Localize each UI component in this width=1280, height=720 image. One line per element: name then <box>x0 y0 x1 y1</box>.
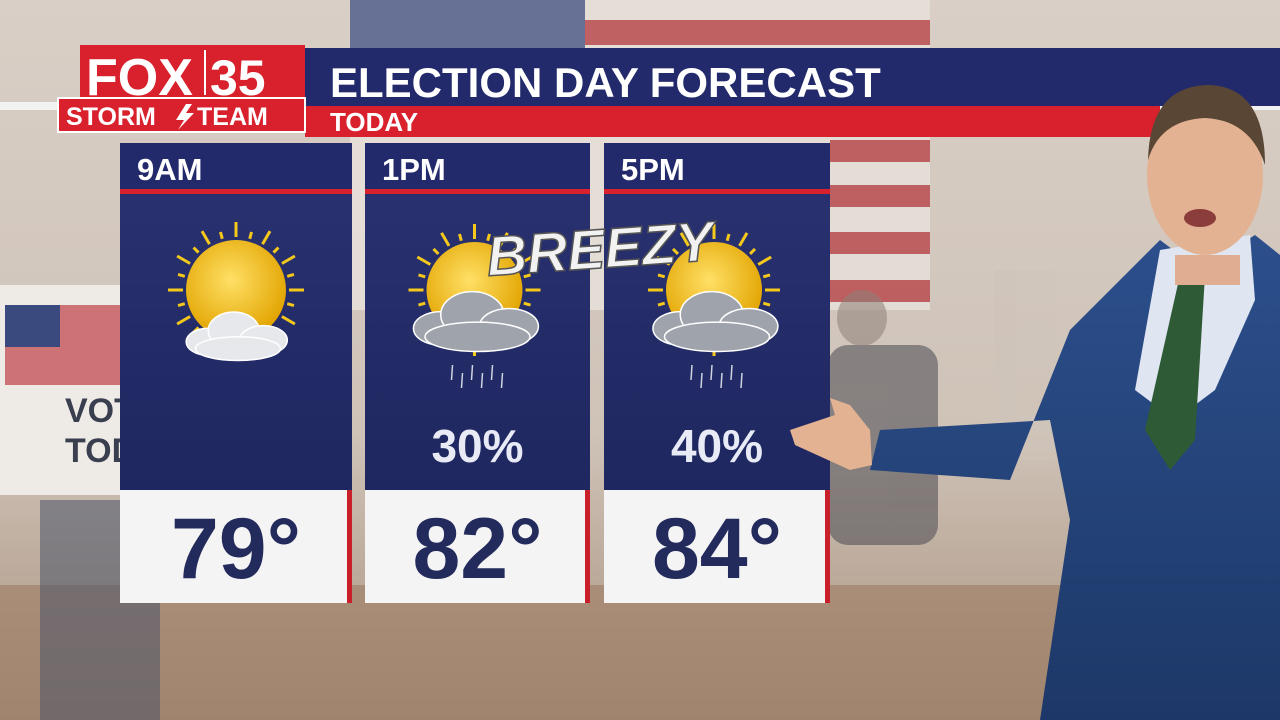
temp-box <box>365 490 590 603</box>
temperature: 79° <box>171 501 301 597</box>
temp-edge <box>347 490 352 603</box>
title: ELECTION DAY FORECAST <box>330 59 881 106</box>
title-bar <box>305 48 1280 106</box>
sun-ray <box>671 247 679 255</box>
cloud <box>663 321 771 353</box>
sun-ray <box>762 273 771 279</box>
rain <box>720 372 723 389</box>
sun-ray <box>281 254 296 265</box>
forecast-panel: 5PM 40% 84° <box>604 143 830 603</box>
forecast-panel: 1PM 30% 82° <box>365 143 590 603</box>
sun-ray <box>523 301 531 307</box>
logo-team: TEAM <box>197 103 268 131</box>
panel-rule <box>365 189 590 194</box>
precip-chance: 30% <box>431 420 523 472</box>
rain <box>500 372 504 389</box>
panel-rule <box>604 189 830 194</box>
sun-ray <box>176 254 191 265</box>
sun-ray <box>738 232 749 247</box>
sun-ray <box>177 273 186 278</box>
sun-ray <box>219 231 224 240</box>
sun-ray <box>418 301 426 307</box>
sun-ray <box>261 230 272 245</box>
temp-box <box>120 490 352 603</box>
panel-time: 5PM <box>621 152 685 187</box>
station-logo: FOX 35 STORM TEAM <box>57 45 306 133</box>
rain <box>470 364 474 381</box>
temperature: 82° <box>412 501 542 597</box>
rain <box>450 364 454 381</box>
sun-ray <box>749 247 757 255</box>
rain <box>730 364 733 381</box>
sun-ray <box>679 232 690 247</box>
sun-ray <box>656 255 671 266</box>
precip-chance: 40% <box>671 420 763 472</box>
panel-rule <box>120 189 352 194</box>
cloud <box>424 321 531 353</box>
sun-ray <box>416 255 432 266</box>
sun-ray <box>697 233 703 242</box>
sun-ray <box>486 233 491 242</box>
sun-ray <box>176 315 191 326</box>
panel-time: 1PM <box>382 152 446 187</box>
panel-header <box>120 143 352 190</box>
sun-ray <box>517 255 533 266</box>
rain <box>700 372 703 389</box>
panel-header <box>604 143 830 190</box>
sun-ray <box>523 273 531 279</box>
panel-time: 9AM <box>137 152 202 187</box>
sun-ray <box>498 232 509 247</box>
vote-sign: VOT TOD <box>0 285 136 495</box>
rain <box>490 364 494 381</box>
logo-channel: 35 <box>210 50 266 106</box>
sun-ray <box>458 233 463 242</box>
sun-ray <box>657 301 666 307</box>
sun-ray <box>177 302 186 307</box>
logo-team: STORM <box>66 103 156 131</box>
panel-header <box>365 143 590 190</box>
rain <box>740 372 743 389</box>
rain <box>710 364 713 381</box>
forecast-panel: 9AM 79° <box>120 143 352 603</box>
sun-ray <box>440 232 451 247</box>
sun <box>186 240 286 340</box>
sun-ray <box>509 247 517 255</box>
sun-ray <box>757 255 772 266</box>
rain <box>690 364 693 381</box>
sun-ray <box>248 231 253 240</box>
sun-ray <box>725 233 731 242</box>
temp-edge <box>585 490 590 603</box>
rain <box>460 372 464 389</box>
breezy-overlay: BREEZY <box>484 209 720 288</box>
temp-edge <box>825 490 830 603</box>
forecast-panels: 9AM 79° 1PM 30% 82° 5PM 40% 84° <box>120 143 830 603</box>
presenter <box>790 85 1280 720</box>
temperature: 84° <box>652 501 782 597</box>
cloud <box>194 335 282 362</box>
sun-ray <box>762 301 771 307</box>
rain <box>480 372 484 389</box>
sun-ray <box>657 273 666 279</box>
sun-ray <box>418 273 426 279</box>
sun-ray <box>432 247 440 255</box>
temp-box <box>604 490 830 603</box>
subtitle-bar <box>305 106 1160 137</box>
sun-ray <box>200 230 211 245</box>
sun-ray <box>192 246 200 254</box>
subtitle: TODAY <box>330 107 418 137</box>
sun-ray <box>286 273 295 278</box>
sun-ray <box>281 315 296 326</box>
sun-ray <box>272 246 280 254</box>
sun-ray <box>286 302 295 307</box>
